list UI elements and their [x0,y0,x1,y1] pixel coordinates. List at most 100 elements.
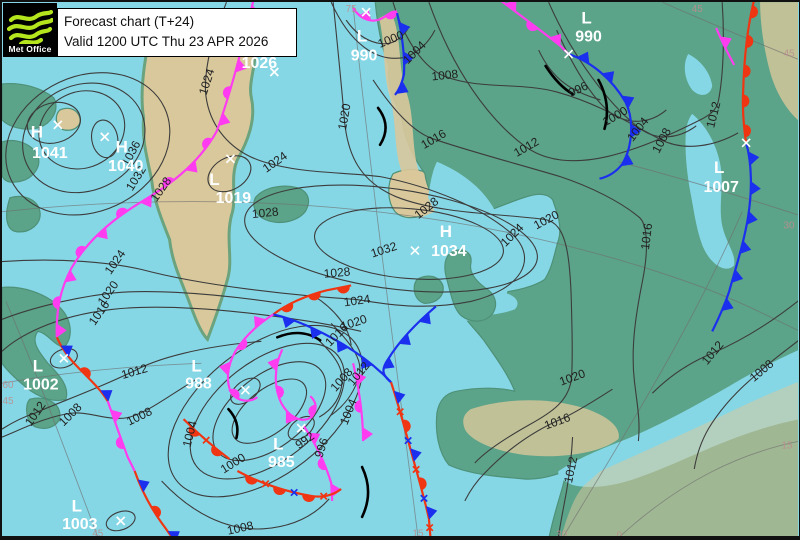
pressure-center-letter: H [440,222,452,241]
pressure-center-value: 1041 [32,145,68,162]
terrain-spain [463,400,619,457]
front-cold-triangle-icon [399,21,411,36]
front-cold-triangle-icon [746,211,758,225]
pressure-center-cross-icon [296,423,306,433]
front-cold-triangle-icon [362,427,373,442]
isobar-value-label: 1012 [703,100,723,130]
front-cold-triangle-icon [739,240,752,255]
pressure-center-value: 1040 [108,158,144,175]
land-ireland [413,275,444,305]
isobar-value-label: 1008 [431,67,459,84]
frontolysis-cross-icon [319,492,328,500]
isobar-value-label: 1024 [343,292,372,310]
front-warm-semicircle-icon [75,245,86,258]
sea-white-sea [684,54,713,95]
pressure-center-letter: H [116,137,128,156]
graticule-label: 0 [617,530,623,538]
frontolysis-cross-icon [412,465,420,474]
pressure-center-value: 1034 [431,243,467,260]
front-cold-triangle-icon [748,151,760,166]
land-arctic-isle [6,195,41,233]
front-path-cold [568,53,633,180]
front-cold-triangle-icon [410,448,422,462]
graticule-label: 15 [412,528,424,538]
front-warm-semicircle-icon [302,494,316,502]
front-cold-triangle-icon [602,71,615,84]
front-cold-triangle-icon [64,269,77,283]
front-path-occ [106,400,136,472]
pressure-center-cross-icon [741,138,751,148]
pressure-center-cross-icon [59,353,69,363]
front-cold-triangle-icon [549,33,562,46]
front-cold-triangle-icon [504,2,517,13]
front-cold-triangle-icon [285,411,298,424]
frontolysis-cross-icon [396,407,404,416]
front-cold-triangle-icon [282,316,296,329]
front-warm-semicircle-icon [281,302,294,313]
front-cold-triangle-icon [403,51,414,66]
front-cold-triangle-icon [60,345,73,358]
front-cold-triangle-icon [308,432,321,445]
legend: Met Office Forecast chart (T+24) Valid 1… [3,3,297,58]
front-warm-semicircle-icon [402,419,411,433]
front-cold-triangle-icon [137,479,150,493]
front-cold-triangle-icon [219,361,231,376]
front-warm-semicircle-icon [211,445,223,457]
pressure-center-letter: L [209,170,219,189]
front-warm-semicircle-icon [743,124,751,138]
front-cold-triangle-icon [100,390,113,402]
front-path-cold [394,12,406,96]
pressure-center-cross-icon [269,67,279,77]
pressure-center-value: 990 [575,28,602,45]
frontolysis-cross-icon [261,479,270,488]
front-cold-triangle-icon [426,506,438,520]
isobar-value-label: 1004 [180,419,200,449]
front-warm-semicircle-icon [151,505,161,518]
front-warm-semicircle-icon [79,367,91,379]
graticule-label: 45 [92,528,104,538]
pressure-center-letter: L [273,435,283,454]
front-cold-triangle-icon [167,531,180,536]
trough-layer [227,64,609,519]
front-warm-semicircle-icon [336,285,350,294]
logo-text: Met Office [8,44,52,54]
front-warm-semicircle-icon [115,436,125,450]
pressure-center-value: 985 [268,454,295,471]
graticule-labels-layer: 75 45 45 30 15 60 45 45 15 30 0 [2,4,795,538]
pressure-center-value: 990 [351,47,378,64]
pressure-center-letter: L [714,158,724,177]
front-cold-triangle-icon [267,357,279,372]
pressure-center-letter: L [357,27,367,46]
front-warm-semicircle-icon [317,457,327,471]
front-warm-semicircle-icon [526,20,538,32]
pressure-center-cross-icon [361,7,371,17]
front-cold-triangle-icon [140,195,152,208]
front-cold-triangle-icon [393,390,406,405]
isobar-value-label: 1008 [226,518,255,537]
graticule-label: 30 [783,220,795,231]
front-warm-semicircle-icon [384,9,397,20]
front-warm-semicircle-icon [222,86,232,99]
pressure-center-cross-icon [225,154,236,164]
front-path-occ [302,424,334,501]
front-warm-semicircle-icon [750,5,758,19]
graticule-label: 45 [692,4,704,15]
graticule-label: 30 [556,529,568,538]
front-path-warmx [236,470,342,498]
front-path-warm [272,284,352,316]
front-warm-semicircle-icon [162,177,175,188]
graticule-label: 75 [346,4,358,15]
front-warm-semicircle-icon [742,94,750,108]
isobar-value-label: 1016 [638,222,655,250]
front-cold-triangle-icon [622,95,635,109]
front-warm-semicircle-icon [188,425,200,437]
front-warm-semicircle-icon [228,388,240,400]
front-cold-triangle-icon [719,36,732,49]
met-office-logo: Met Office [3,3,57,57]
chart-valid-time: Valid 1200 UTC Thu 23 APR 2026 [64,33,269,49]
frontolysis-cross-icon [420,494,428,503]
graticule-label: 15 [781,441,793,452]
pressure-center-value: 1002 [23,376,59,393]
